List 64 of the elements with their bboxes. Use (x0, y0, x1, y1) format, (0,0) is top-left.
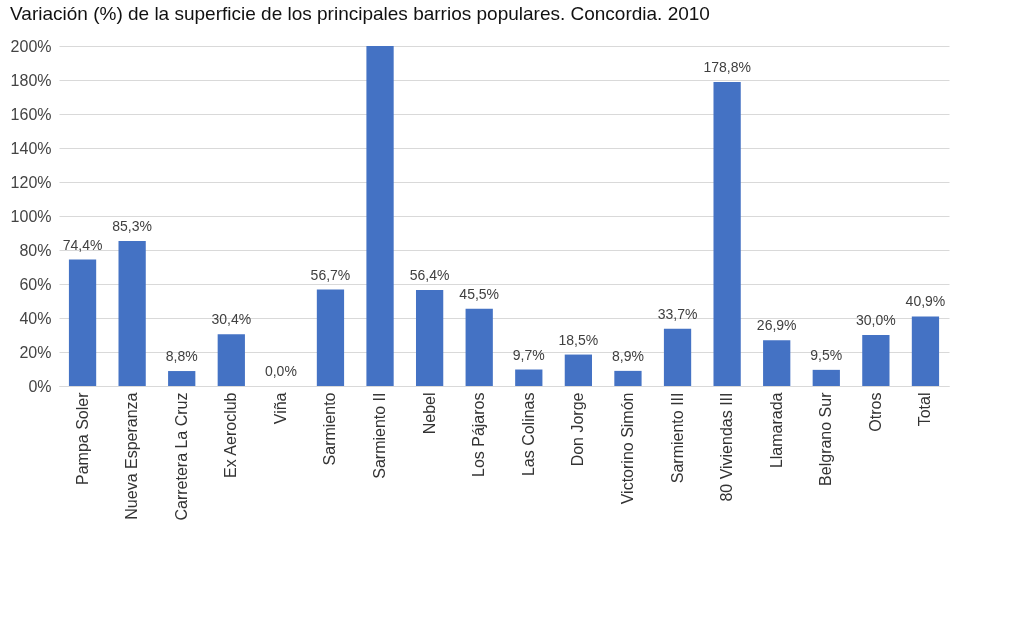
x-tick-label: Sarmiento II (371, 392, 389, 479)
x-tick-label: Belgrano Sur (817, 391, 835, 486)
bar (614, 370, 642, 386)
x-tick-label: Llamarada (767, 392, 785, 469)
data-label: 85,3% (112, 217, 152, 234)
x-tick-label: Nueva Esperanza (123, 392, 141, 520)
chart-title: Variación (%) de la superficie de los principales barrios populares. Concordia. 2010 (10, 3, 710, 24)
bar (862, 335, 890, 386)
bar (465, 308, 493, 386)
x-tick-label: Ex Aeroclub (222, 392, 240, 478)
y-tick-label: 160% (10, 105, 52, 123)
x-tick-label: Los Pájaros (470, 392, 488, 477)
x-tick-label: Nebel (420, 392, 438, 435)
x-tick-label: Pampa Soler (73, 391, 91, 485)
x-tick-label: 80 Viviendas III (718, 392, 736, 502)
bar (663, 328, 692, 386)
data-label: 9,5% (810, 346, 843, 363)
bar (713, 82, 741, 386)
y-tick-label: 40% (19, 309, 52, 327)
data-label: 30,0% (856, 312, 896, 328)
x-tick-label: Otros (866, 392, 884, 432)
y-tick-label: 180% (10, 71, 52, 89)
y-tick-label: 60% (19, 275, 52, 293)
y-tick-label: 20% (19, 343, 52, 361)
bar (515, 369, 543, 386)
bar (763, 340, 791, 386)
y-tick-label: 120% (10, 173, 52, 191)
y-tick-label: 140% (10, 139, 52, 157)
x-tick-label: Total (916, 392, 934, 427)
y-tick-label: 80% (19, 241, 52, 259)
data-label: 9,7% (512, 346, 545, 363)
y-tick-label: 200% (10, 37, 52, 55)
data-label: 74,4% (62, 236, 103, 253)
bar (316, 289, 345, 386)
x-tick-label: Carretera La Cruz (172, 392, 190, 521)
bar (911, 316, 940, 386)
data-label: 26,9% (756, 317, 797, 334)
data-label: 30,4% (211, 311, 252, 328)
x-tick-label: Viña (271, 392, 289, 425)
bar (564, 354, 593, 386)
y-tick-label: 0% (28, 377, 52, 395)
bar (168, 371, 196, 386)
data-label: 56,7% (310, 266, 351, 283)
y-tick-label: 100% (10, 207, 52, 225)
data-label: 8,9% (611, 347, 644, 364)
data-label: 33,7% (657, 305, 698, 322)
data-label: 8,8% (165, 348, 198, 365)
x-tick-label: Sarmiento (321, 392, 339, 466)
bar (812, 369, 840, 386)
bar (415, 290, 444, 386)
x-tick-label: Las Colinas (519, 392, 537, 477)
bar (118, 240, 146, 386)
bar (217, 334, 245, 386)
data-label: 178,8% (703, 59, 751, 76)
data-label: 56,4% (409, 267, 450, 284)
x-tick-label: Don Jorge (569, 392, 587, 467)
x-tick-label: Sarmiento III (668, 392, 686, 484)
x-tick-label: Victorino Simón (618, 392, 636, 505)
bar (366, 46, 394, 386)
data-label: 45,5% (459, 285, 500, 302)
data-label: 18,5% (558, 331, 599, 348)
data-label: 0,0% (264, 363, 297, 379)
data-label: 40,9% (905, 293, 946, 310)
bar (68, 259, 97, 386)
